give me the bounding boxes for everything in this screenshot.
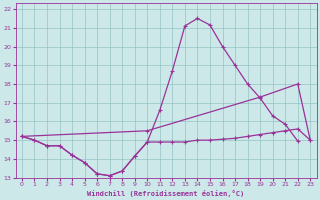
X-axis label: Windchill (Refroidissement éolien,°C): Windchill (Refroidissement éolien,°C) xyxy=(87,190,245,197)
